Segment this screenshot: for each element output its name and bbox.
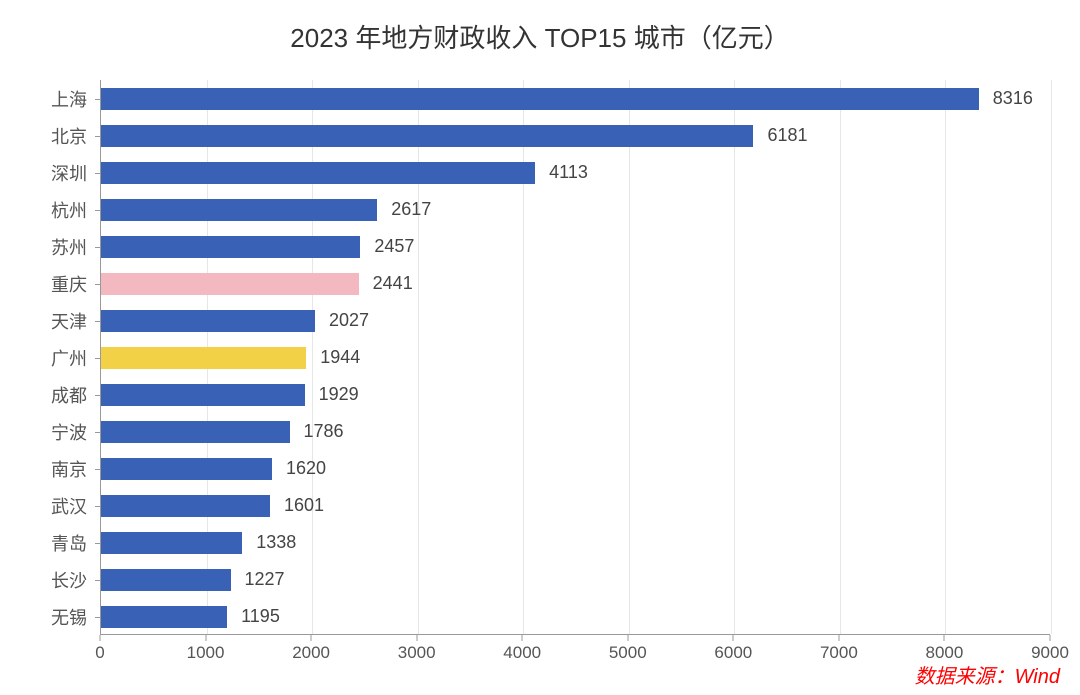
bar-value-label: 1227: [245, 569, 285, 590]
x-tick-mark: [205, 635, 206, 641]
bar-row: 成都1929: [101, 376, 1050, 413]
bar-row: 杭州2617: [101, 191, 1050, 228]
gridline: [1051, 80, 1052, 634]
bar-row: 青岛1338: [101, 524, 1050, 561]
y-tick-mark: [95, 469, 101, 470]
bar: [101, 199, 377, 221]
bar-value-label: 2027: [329, 310, 369, 331]
x-axis: 0100020003000400050006000700080009000: [100, 635, 1050, 675]
y-category-label: 重庆: [7, 271, 87, 297]
bar-row: 北京6181: [101, 117, 1050, 154]
y-tick-mark: [95, 99, 101, 100]
x-tick-mark: [627, 635, 628, 641]
y-category-label: 深圳: [7, 160, 87, 186]
x-tick-mark: [100, 635, 101, 641]
y-tick-mark: [95, 395, 101, 396]
x-tick-mark: [416, 635, 417, 641]
bar: [101, 162, 535, 184]
y-category-label: 苏州: [7, 234, 87, 260]
bar-value-label: 1195: [241, 606, 280, 627]
y-tick-mark: [95, 173, 101, 174]
bar-value-label: 1929: [319, 384, 359, 405]
y-tick-mark: [95, 247, 101, 248]
bar-value-label: 1620: [286, 458, 326, 479]
bar-value-label: 6181: [767, 125, 807, 146]
y-tick-mark: [95, 432, 101, 433]
bar-value-label: 1944: [320, 347, 360, 368]
x-tick-label: 6000: [714, 643, 752, 663]
y-tick-mark: [95, 136, 101, 137]
bar-value-label: 2457: [374, 236, 414, 257]
bar: [101, 88, 979, 110]
bar-row: 广州1944: [101, 339, 1050, 376]
y-category-label: 宁波: [7, 419, 87, 445]
bar: [101, 495, 270, 517]
data-source-label: 数据来源：Wind: [915, 660, 1060, 689]
bar: [101, 384, 305, 406]
chart-title: 2023 年地方财政收入 TOP15 城市（亿元）: [0, 0, 1080, 59]
bar: [101, 458, 272, 480]
bar-row: 苏州2457: [101, 228, 1050, 265]
x-tick-label: 3000: [398, 643, 436, 663]
bar-row: 无锡1195: [101, 598, 1050, 635]
x-tick-label: 0: [95, 643, 104, 663]
bar: [101, 569, 231, 591]
bar: [101, 310, 315, 332]
bar-row: 宁波1786: [101, 413, 1050, 450]
bar: [101, 125, 753, 147]
bar: [101, 421, 290, 443]
x-tick-label: 7000: [820, 643, 858, 663]
y-category-label: 天津: [7, 308, 87, 334]
bar-value-label: 2617: [391, 199, 431, 220]
y-tick-mark: [95, 543, 101, 544]
x-tick-label: 5000: [609, 643, 647, 663]
bar-value-label: 4113: [549, 162, 588, 183]
bar-row: 上海8316: [101, 80, 1050, 117]
bar-row: 长沙1227: [101, 561, 1050, 598]
plot-area: 上海8316北京6181深圳4113杭州2617苏州2457重庆2441天津20…: [100, 80, 1050, 635]
bar-value-label: 1786: [304, 421, 344, 442]
bar-value-label: 1338: [256, 532, 296, 553]
y-category-label: 杭州: [7, 197, 87, 223]
bar-row: 重庆2441: [101, 265, 1050, 302]
y-category-label: 武汉: [7, 493, 87, 519]
x-tick-mark: [944, 635, 945, 641]
bar: [101, 236, 360, 258]
y-tick-mark: [95, 580, 101, 581]
y-category-label: 无锡: [7, 604, 87, 630]
y-tick-mark: [95, 617, 101, 618]
bar: [101, 273, 359, 295]
y-category-label: 北京: [7, 123, 87, 149]
y-tick-mark: [95, 321, 101, 322]
y-tick-mark: [95, 284, 101, 285]
y-category-label: 南京: [7, 456, 87, 482]
y-category-label: 上海: [7, 86, 87, 112]
x-tick-mark: [522, 635, 523, 641]
y-category-label: 长沙: [7, 567, 87, 593]
bar-row: 南京1620: [101, 450, 1050, 487]
y-tick-mark: [95, 506, 101, 507]
x-tick-mark: [733, 635, 734, 641]
bar: [101, 347, 306, 369]
bar-value-label: 1601: [284, 495, 324, 516]
x-tick-label: 2000: [292, 643, 330, 663]
bar-row: 天津2027: [101, 302, 1050, 339]
bar-row: 深圳4113: [101, 154, 1050, 191]
x-tick-label: 1000: [187, 643, 225, 663]
x-tick-mark: [838, 635, 839, 641]
bar: [101, 532, 242, 554]
bar-value-label: 8316: [993, 88, 1033, 109]
bar-value-label: 2441: [373, 273, 413, 294]
y-tick-mark: [95, 358, 101, 359]
x-tick-mark: [1050, 635, 1051, 641]
revenue-chart: 2023 年地方财政收入 TOP15 城市（亿元） 上海8316北京6181深圳…: [0, 0, 1080, 695]
x-tick-label: 4000: [503, 643, 541, 663]
bar: [101, 606, 227, 628]
y-category-label: 成都: [7, 382, 87, 408]
bar-row: 武汉1601: [101, 487, 1050, 524]
x-tick-mark: [311, 635, 312, 641]
y-tick-mark: [95, 210, 101, 211]
y-category-label: 广州: [7, 345, 87, 371]
y-category-label: 青岛: [7, 530, 87, 556]
